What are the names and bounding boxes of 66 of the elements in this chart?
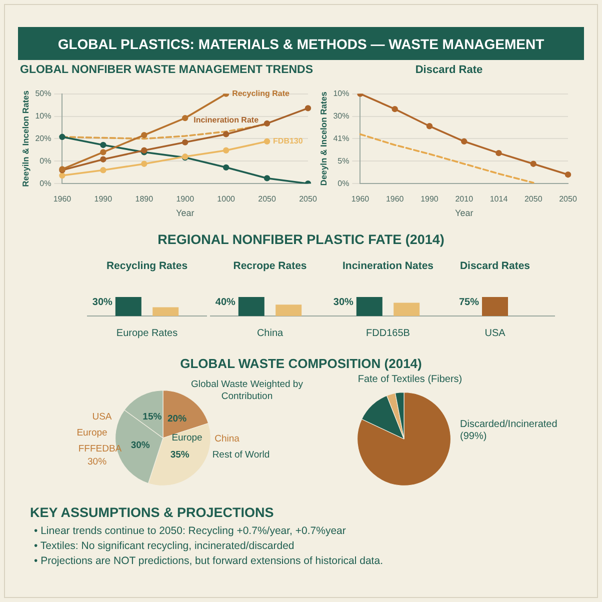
annotation: 40% xyxy=(215,296,236,308)
data-label: 20% xyxy=(168,413,188,424)
x-tick-label: 2050 xyxy=(258,194,276,204)
category-label: 5% xyxy=(338,156,350,166)
text: • Textiles: No significant recycling, incinerated/discarded xyxy=(34,539,296,554)
text: USA xyxy=(92,412,112,423)
annotation: 30% xyxy=(92,296,113,308)
series-label: FDB130 xyxy=(273,136,304,146)
text: GLOBAL WASTE COMPOSITION (2014) xyxy=(179,356,423,371)
x-tick-label: 1960 xyxy=(351,194,370,204)
x-tick-label: 1990 xyxy=(94,194,113,204)
chart-title: Recycling Rates xyxy=(105,260,189,274)
x-axis-title: Year xyxy=(455,208,474,218)
x-tick-label: 2050 xyxy=(559,194,578,204)
chart-title: Discard Rates xyxy=(458,260,532,274)
x-tick-label: 1960 xyxy=(386,194,404,204)
category-label: 50% xyxy=(35,89,52,98)
annotation: 30% xyxy=(333,296,354,308)
x-tick-label: 1014 xyxy=(490,194,508,204)
chart-title: Fate of Textiles (Fibers) xyxy=(356,374,464,386)
chart-title: Discard Rate xyxy=(414,64,484,78)
x-axis-title: Year xyxy=(176,208,194,218)
text: Global Waste Weighted by Contribution xyxy=(190,379,304,403)
y-axis-title: Reeyiln & Incelon Rates xyxy=(20,90,30,187)
text: • Linear trends continue to 2050: Recycling +0.7%/year, +0.7%year xyxy=(34,524,347,539)
data-label: 15% xyxy=(142,411,162,422)
x-tick-label: 1960 xyxy=(53,194,72,204)
category-label: 41% xyxy=(333,134,350,143)
category-label: 10% xyxy=(35,111,52,120)
x-tick-label: 1000 xyxy=(217,194,236,204)
x-tick-label: 1890 xyxy=(135,194,154,204)
text: • Projections are NOT predictions, but forward extensions of historical data. xyxy=(34,554,384,569)
x-tick-label: 2050 xyxy=(524,194,543,204)
x-tick-label: 2050 xyxy=(299,194,318,204)
x-tick-label: FDD165B xyxy=(366,328,410,339)
x-tick-label: USA xyxy=(484,328,506,339)
chart-title: GLOBAL NONFIBER WASTE MANAGEMENT TRENDS xyxy=(20,64,314,78)
category-label: 0% xyxy=(40,156,52,166)
text: Europe xyxy=(76,428,108,439)
series-label: Recycling Rate xyxy=(232,89,290,98)
text: China xyxy=(214,434,240,445)
category-label: 0% xyxy=(338,178,350,188)
x-tick-label: 1900 xyxy=(176,194,195,204)
x-tick-label: 1990 xyxy=(420,194,439,204)
chart-title: Recrope Rates xyxy=(232,260,308,274)
category-label: 10% xyxy=(333,89,350,98)
data-label: 35% xyxy=(170,449,190,460)
series-label: Incineration Rate xyxy=(194,115,260,124)
data-label: 30% xyxy=(130,440,150,451)
x-tick-label: Europe Rates xyxy=(116,328,178,339)
x-tick-label: 2010 xyxy=(455,194,474,204)
text: GLOBAL PLASTICS: MATERIALS & METHODS — WASTE MANAGEMENT xyxy=(56,36,546,52)
category-label: 0% xyxy=(40,178,52,188)
text: Europe xyxy=(172,432,202,444)
chart-title: Incineration Nates xyxy=(341,260,435,274)
annotation: 75% xyxy=(458,296,480,308)
x-tick-label: China xyxy=(256,328,284,339)
category-label: 30% xyxy=(333,111,350,120)
slice-label: Discarded/Incinerated (99%) xyxy=(460,418,558,442)
y-axis-title: Deeyln & Incelon Rates xyxy=(318,91,328,186)
category-label: 20% xyxy=(35,134,52,143)
text: FFFEDBA xyxy=(78,444,122,455)
text: 30% xyxy=(87,456,108,468)
text: Rest of World xyxy=(212,450,270,461)
text: KEY ASSUMPTIONS & PROJECTIONS xyxy=(30,505,275,520)
text: REGIONAL NONFIBER PLASTIC FATE (2014) xyxy=(156,232,446,247)
